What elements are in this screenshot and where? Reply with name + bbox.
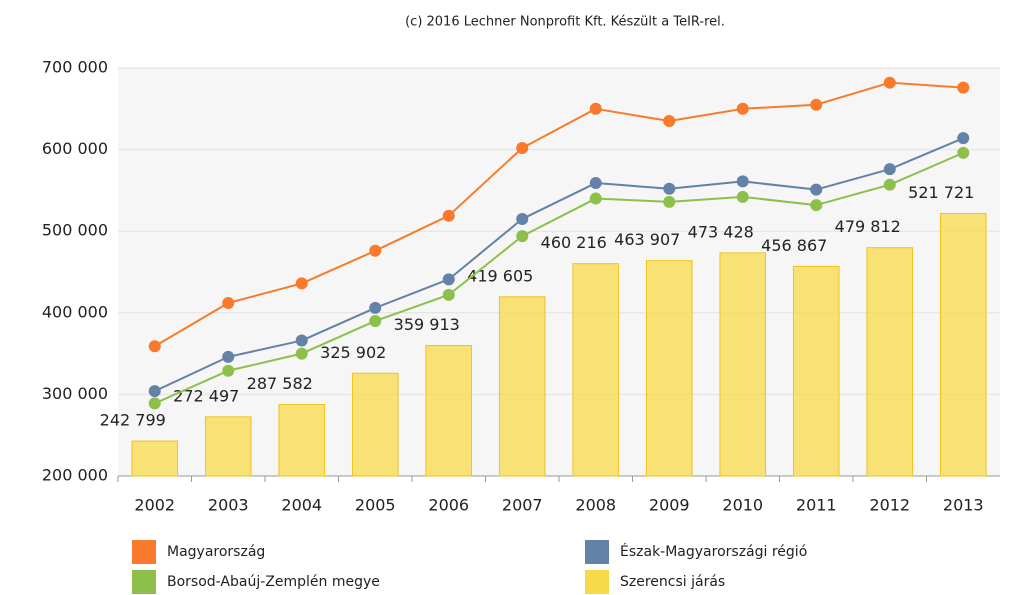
x-tick-label: 2010 xyxy=(722,496,763,515)
x-tick-label: 2004 xyxy=(281,496,322,515)
point xyxy=(295,347,308,360)
point xyxy=(516,230,529,243)
x-tick-label: 2007 xyxy=(502,496,543,515)
y-tick-label: 200 000 xyxy=(42,466,108,485)
data-label: 463 907 xyxy=(614,230,680,249)
point xyxy=(663,115,676,128)
bar xyxy=(866,247,914,477)
point xyxy=(957,81,970,94)
y-tick-label: 300 000 xyxy=(42,384,108,403)
point xyxy=(957,132,970,145)
data-label: 460 216 xyxy=(541,233,607,252)
bar xyxy=(572,263,620,477)
point xyxy=(369,244,382,257)
data-label: 479 812 xyxy=(835,217,901,236)
bar xyxy=(645,260,693,477)
bar xyxy=(131,440,179,477)
point xyxy=(222,364,235,377)
x-tick-label: 2008 xyxy=(575,496,616,515)
point xyxy=(883,178,896,191)
point xyxy=(516,212,529,225)
point xyxy=(222,297,235,310)
point xyxy=(810,199,823,212)
legend-label: Szerencsi járás xyxy=(620,574,725,590)
data-label: 272 497 xyxy=(173,386,239,405)
bar xyxy=(204,416,252,477)
point xyxy=(663,182,676,195)
series-line xyxy=(154,151,964,405)
x-tick-label: 2002 xyxy=(134,496,175,515)
x-tick-label: 2005 xyxy=(355,496,396,515)
point xyxy=(148,397,161,410)
point xyxy=(442,209,455,222)
x-tick-label: 2013 xyxy=(943,496,984,515)
bar xyxy=(939,212,987,477)
bar xyxy=(425,345,473,477)
point xyxy=(883,163,896,176)
point xyxy=(589,192,602,205)
data-label: 521 721 xyxy=(908,183,974,202)
data-label: 456 867 xyxy=(761,236,827,255)
legend-swatch xyxy=(585,540,609,564)
point xyxy=(810,183,823,196)
bar xyxy=(278,404,326,477)
point xyxy=(810,98,823,111)
series-line xyxy=(154,81,964,348)
bar xyxy=(792,265,840,477)
point xyxy=(663,195,676,208)
point xyxy=(442,273,455,286)
x-tick-label: 2011 xyxy=(796,496,837,515)
y-tick-label: 700 000 xyxy=(42,58,108,77)
point xyxy=(442,288,455,301)
x-tick-label: 2003 xyxy=(208,496,249,515)
y-tick-label: 500 000 xyxy=(42,221,108,240)
legend-swatch xyxy=(585,570,609,594)
data-label: 325 902 xyxy=(320,343,386,362)
legend-label: Észak-Magyarországi régió xyxy=(620,543,807,560)
x-tick-label: 2009 xyxy=(649,496,690,515)
x-tick-label: 2006 xyxy=(428,496,469,515)
bar xyxy=(719,252,767,477)
bar xyxy=(351,372,399,477)
data-label: 419 605 xyxy=(467,266,533,285)
plot-background xyxy=(118,68,1000,476)
legend-swatch xyxy=(132,540,156,564)
data-label: 473 428 xyxy=(688,222,754,241)
point xyxy=(736,175,749,188)
point xyxy=(883,76,896,89)
series-line xyxy=(154,137,964,393)
legend-swatch xyxy=(132,570,156,594)
data-label: 287 582 xyxy=(247,374,313,393)
point xyxy=(295,334,308,347)
point xyxy=(369,314,382,327)
point xyxy=(516,141,529,154)
point xyxy=(369,301,382,314)
point xyxy=(957,146,970,159)
y-tick-label: 600 000 xyxy=(42,139,108,158)
point xyxy=(589,177,602,190)
bar xyxy=(498,296,546,477)
legend-label: Magyarország xyxy=(167,544,265,560)
point xyxy=(148,385,161,398)
legend-label: Borsod-Abaúj-Zemplén megye xyxy=(167,574,380,590)
x-tick-label: 2012 xyxy=(869,496,910,515)
point xyxy=(589,102,602,115)
data-label: 359 913 xyxy=(394,315,460,334)
point xyxy=(222,350,235,363)
y-tick-label: 400 000 xyxy=(42,302,108,321)
point xyxy=(295,277,308,290)
chart-title: (c) 2016 Lechner Nonprofit Kft. Készült … xyxy=(405,15,725,30)
point xyxy=(736,102,749,115)
point xyxy=(736,190,749,203)
point xyxy=(148,340,161,353)
data-label: 242 799 xyxy=(100,411,166,430)
